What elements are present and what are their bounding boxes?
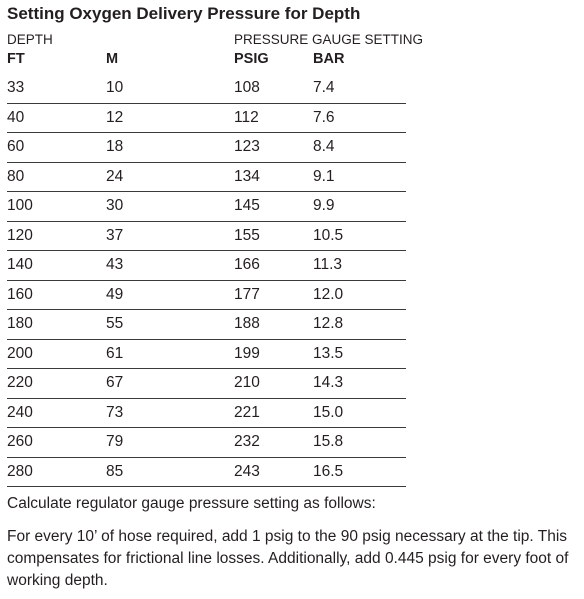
cell-m: 73 <box>106 403 124 421</box>
cell-psig: 123 <box>234 138 260 155</box>
cell-ft: 80 <box>7 167 25 185</box>
table-row: 240 73 221 15.0 <box>7 398 406 428</box>
cell-bar: 9.9 <box>313 197 335 214</box>
cell-bar: 8.4 <box>313 138 335 155</box>
column-header-ft: FT <box>7 51 25 67</box>
cell-m: 55 <box>106 315 124 332</box>
cell-psig: 108 <box>234 79 260 96</box>
cell-bar: 9.1 <box>313 167 335 185</box>
cell-bar: 14.3 <box>313 374 344 391</box>
cell-psig: 166 <box>234 256 260 273</box>
cell-bar: 10.5 <box>313 226 344 244</box>
table-row: 160 49 177 12.0 <box>7 280 406 310</box>
table-row: 60 18 123 8.4 <box>7 132 406 163</box>
cell-bar: 15.0 <box>313 403 344 421</box>
cell-psig: 177 <box>234 285 260 303</box>
cell-ft: 100 <box>7 197 33 214</box>
cell-m: 37 <box>106 226 124 244</box>
instructions-intro: Calculate regulator gauge pressure setti… <box>7 495 376 512</box>
cell-ft: 33 <box>7 79 25 96</box>
table-row: 80 24 134 9.1 <box>7 162 406 192</box>
cell-m: 61 <box>106 344 124 362</box>
cell-m: 67 <box>106 374 124 391</box>
cell-bar: 11.3 <box>313 256 343 273</box>
cell-ft: 280 <box>7 462 33 480</box>
cell-bar: 7.6 <box>313 108 335 126</box>
cell-ft: 220 <box>7 374 33 391</box>
cell-bar: 15.8 <box>313 433 344 450</box>
cell-m: 24 <box>106 167 124 185</box>
cell-psig: 210 <box>234 374 260 391</box>
cell-ft: 40 <box>7 108 25 126</box>
cell-m: 49 <box>106 285 124 303</box>
table-row: 140 43 166 11.3 <box>7 250 406 281</box>
cell-psig: 112 <box>234 108 259 126</box>
cell-bar: 7.4 <box>313 79 335 96</box>
cell-psig: 188 <box>234 315 260 332</box>
cell-m: 43 <box>106 256 124 273</box>
cell-m: 30 <box>106 197 124 214</box>
cell-psig: 199 <box>234 344 260 362</box>
column-header-m: M <box>106 51 119 67</box>
pressure-group-header: PRESSURE GAUGE SETTING <box>234 32 424 47</box>
cell-m: 18 <box>106 138 124 155</box>
cell-m: 85 <box>106 462 124 480</box>
column-header-psig: PSIG <box>234 51 269 67</box>
cell-psig: 155 <box>234 226 260 244</box>
table-row: 120 37 155 10.5 <box>7 221 406 251</box>
cell-m: 10 <box>106 79 124 96</box>
table-row: 220 67 210 14.3 <box>7 368 406 399</box>
table-row: 33 10 108 7.4 <box>7 73 406 104</box>
cell-psig: 145 <box>234 197 260 214</box>
cell-m: 79 <box>106 433 124 450</box>
table-row: 280 85 243 16.5 <box>7 457 406 487</box>
cell-ft: 140 <box>7 256 33 273</box>
depth-group-header: DEPTH <box>7 32 53 47</box>
cell-ft: 260 <box>7 433 33 450</box>
table-row: 200 61 199 13.5 <box>7 339 406 369</box>
cell-psig: 134 <box>234 167 260 185</box>
cell-bar: 12.0 <box>313 285 344 303</box>
cell-bar: 12.8 <box>313 315 344 332</box>
page-title: Setting Oxygen Delivery Pressure for Dep… <box>7 4 361 23</box>
cell-psig: 232 <box>234 433 260 450</box>
table-row: 180 55 188 12.8 <box>7 309 406 340</box>
cell-ft: 240 <box>7 403 33 421</box>
cell-ft: 180 <box>7 315 33 332</box>
cell-bar: 16.5 <box>313 462 344 480</box>
cell-psig: 221 <box>234 403 260 421</box>
instructions-body: For every 10’ of hose required, add 1 ps… <box>7 528 569 589</box>
cell-bar: 13.5 <box>313 344 344 362</box>
cell-ft: 200 <box>7 344 33 362</box>
table-row: 40 12 112 7.6 <box>7 103 406 133</box>
table-row: 260 79 232 15.8 <box>7 427 406 458</box>
table-row: 100 30 145 9.9 <box>7 191 406 222</box>
cell-m: 12 <box>106 108 124 126</box>
cell-ft: 120 <box>7 226 33 244</box>
column-header-bar: BAR <box>313 51 345 67</box>
cell-ft: 160 <box>7 285 33 303</box>
cell-psig: 243 <box>234 462 260 480</box>
cell-ft: 60 <box>7 138 25 155</box>
